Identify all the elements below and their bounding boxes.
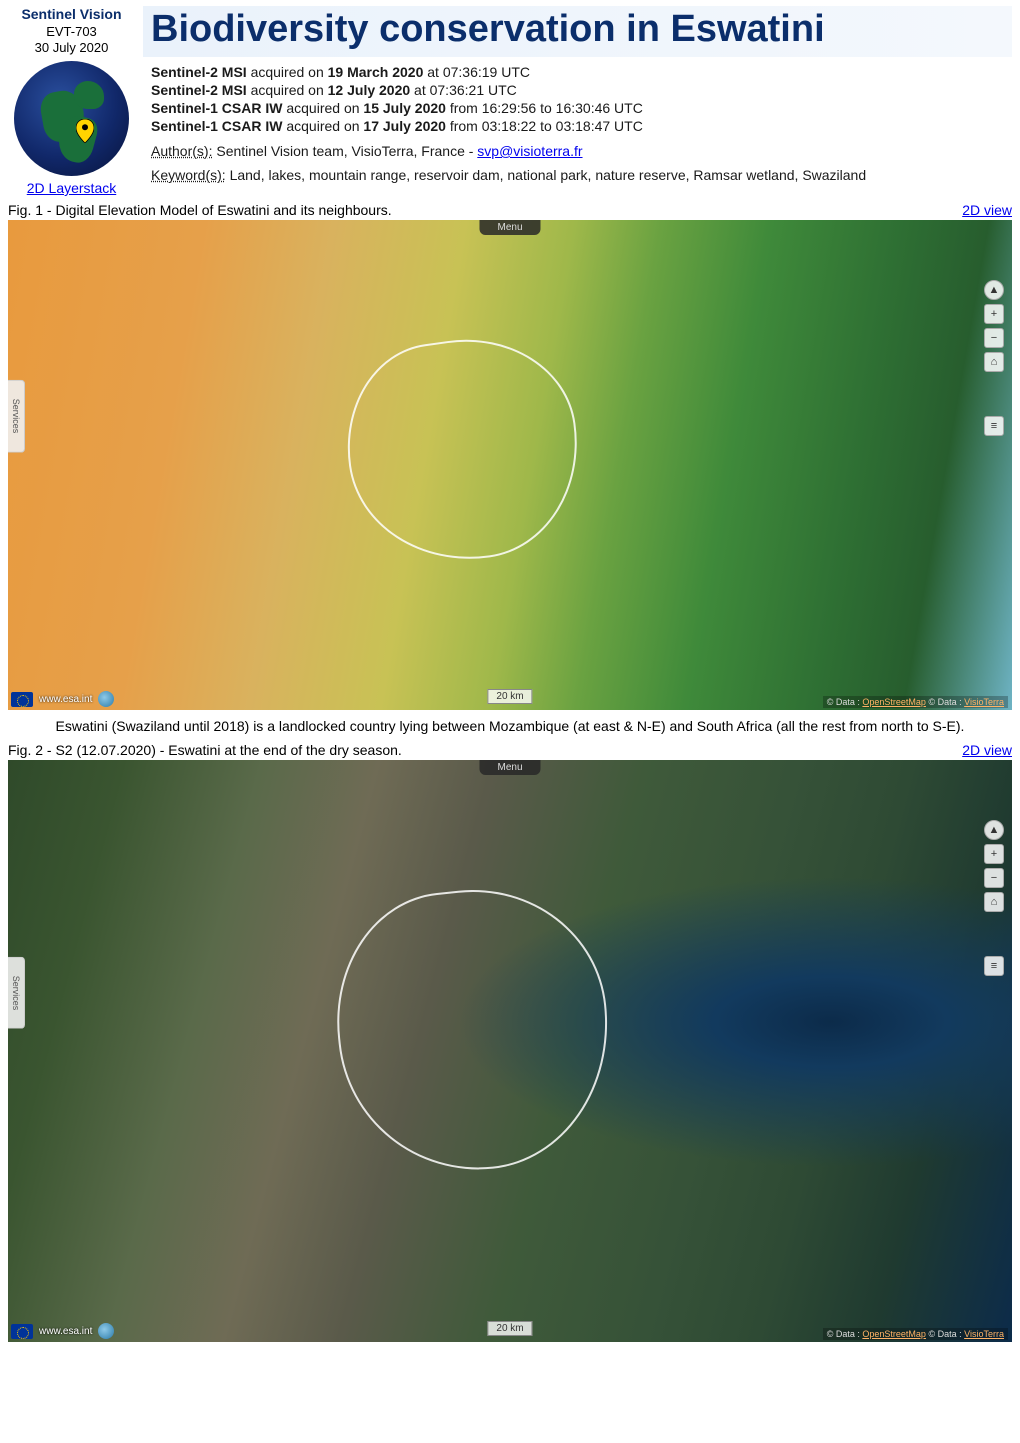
scale-bar: 20 km <box>487 689 532 704</box>
map-attribution: © Data : OpenStreetMap © Data : VisioTer… <box>823 1328 1008 1340</box>
figure-2-caption: Fig. 2 - S2 (12.07.2020) - Eswatini at t… <box>8 742 402 758</box>
compass-icon[interactable]: ▲ <box>984 820 1004 840</box>
zoom-out-button[interactable]: − <box>984 328 1004 348</box>
map-menu-tab[interactable]: Menu <box>479 760 540 775</box>
map-controls: ▲ + − ⌂ ≡ <box>984 820 1004 976</box>
map-menu-tab[interactable]: Menu <box>479 220 540 235</box>
figure-2-map[interactable]: Menu Services ▲ + − ⌂ ≡ 20 km www.esa.in… <box>8 760 1012 1342</box>
visioterra-link[interactable]: VisioTerra <box>964 697 1004 707</box>
compass-icon[interactable]: ▲ <box>984 280 1004 300</box>
acquisition-line: Sentinel-2 MSI acquired on 19 March 2020… <box>143 63 1012 81</box>
acquisition-line: Sentinel-1 CSAR IW acquired on 15 July 2… <box>143 99 1012 117</box>
page-title: Biodiversity conservation in Eswatini <box>143 6 1012 57</box>
zoom-in-button[interactable]: + <box>984 304 1004 324</box>
osm-link[interactable]: OpenStreetMap <box>862 1329 926 1339</box>
figure-1-body-text: Eswatini (Swaziland until 2018) is a lan… <box>0 714 1020 736</box>
figure-1-caption: Fig. 1 - Digital Elevation Model of Eswa… <box>8 202 392 218</box>
author-email-link[interactable]: svp@visioterra.fr <box>477 143 582 159</box>
sidebar: Sentinel Vision EVT-703 30 July 2020 2D … <box>8 6 143 196</box>
country-boundary <box>334 325 592 575</box>
visioterra-link[interactable]: VisioTerra <box>964 1329 1004 1339</box>
layers-button[interactable]: ≡ <box>984 956 1004 976</box>
acquisition-line: Sentinel-2 MSI acquired on 12 July 2020 … <box>143 81 1012 99</box>
keywords-line: Keyword(s): Land, lakes, mountain range,… <box>143 163 1012 187</box>
scale-bar: 20 km <box>487 1321 532 1336</box>
layers-button[interactable]: ≡ <box>984 416 1004 436</box>
eu-flag-icon <box>11 692 33 707</box>
globe-thumbnail <box>14 61 129 176</box>
map-services-tab[interactable]: Services <box>8 957 25 1030</box>
esa-logo-icon <box>98 691 114 707</box>
home-button[interactable]: ⌂ <box>984 352 1004 372</box>
eu-flag-icon <box>11 1324 33 1339</box>
event-id: EVT-703 <box>8 24 135 39</box>
map-pin-icon <box>76 119 94 143</box>
map-footer-left: www.esa.int <box>11 691 114 707</box>
zoom-in-button[interactable]: + <box>984 844 1004 864</box>
figure-2-view-link[interactable]: 2D view <box>962 742 1012 758</box>
map-controls: ▲ + − ⌂ ≡ <box>984 280 1004 436</box>
esa-url[interactable]: www.esa.int <box>39 694 92 705</box>
map-footer-left: www.esa.int <box>11 1323 114 1339</box>
sentinel-vision-title: Sentinel Vision <box>8 6 135 22</box>
osm-link[interactable]: OpenStreetMap <box>862 697 926 707</box>
authors-line: Author(s): Sentinel Vision team, VisioTe… <box>143 139 1012 163</box>
event-date: 30 July 2020 <box>8 40 135 55</box>
zoom-out-button[interactable]: − <box>984 868 1004 888</box>
country-boundary <box>324 877 622 1184</box>
layerstack-link[interactable]: 2D Layerstack <box>27 180 116 196</box>
map-attribution: © Data : OpenStreetMap © Data : VisioTer… <box>823 696 1008 708</box>
home-button[interactable]: ⌂ <box>984 892 1004 912</box>
esa-url[interactable]: www.esa.int <box>39 1326 92 1337</box>
map-services-tab[interactable]: Services <box>8 380 25 453</box>
figure-1-map[interactable]: Menu Services ▲ + − ⌂ ≡ 20 km www.esa.in… <box>8 220 1012 710</box>
esa-logo-icon <box>98 1323 114 1339</box>
figure-1-view-link[interactable]: 2D view <box>962 202 1012 218</box>
acquisition-line: Sentinel-1 CSAR IW acquired on 17 July 2… <box>143 117 1012 135</box>
